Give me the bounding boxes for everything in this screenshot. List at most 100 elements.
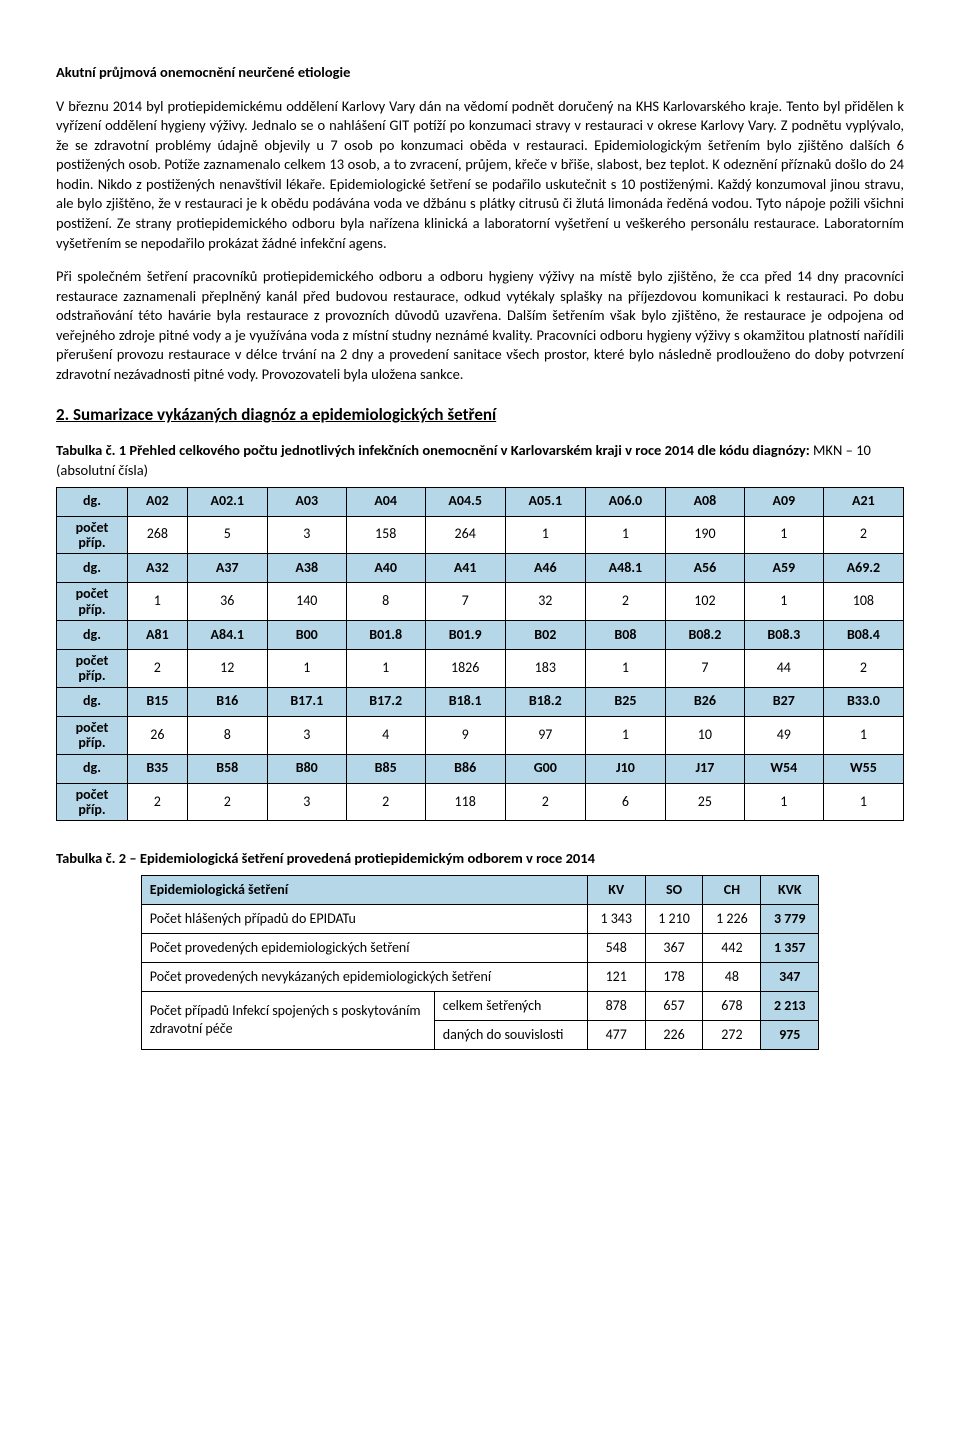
- t1-dg-code: B85: [346, 754, 425, 783]
- t1-count-value: 2: [823, 650, 903, 688]
- t1-count-value: 32: [505, 583, 585, 621]
- t2-cell: 226: [645, 1020, 703, 1049]
- t1-count-value: 1: [744, 516, 823, 554]
- t1-count-value: 3: [267, 716, 346, 754]
- t2-r3-label: Počet provedených nevykázaných epidemiol…: [141, 962, 587, 991]
- t1-dg-code: A48.1: [585, 554, 665, 583]
- t1-dg-code: A02: [128, 487, 188, 516]
- t1-dg-code: A21: [823, 487, 903, 516]
- t1-count-label: počet příp.: [57, 716, 128, 754]
- t1-dg-code: A04.5: [425, 487, 505, 516]
- t1-dg-code: A81: [128, 621, 188, 650]
- t1-count-value: 1: [585, 516, 665, 554]
- t1-count-value: 4: [346, 716, 425, 754]
- t1-dg-code: A69.2: [823, 554, 903, 583]
- t1-dg-code: B18.2: [505, 687, 585, 716]
- t1-dg-code: A32: [128, 554, 188, 583]
- t1-dg-code: B35: [128, 754, 188, 783]
- t1-dg-code: B01.8: [346, 621, 425, 650]
- t1-dg-label: dg.: [57, 754, 128, 783]
- t1-dg-code: B17.1: [267, 687, 346, 716]
- t1-count-label: počet příp.: [57, 650, 128, 688]
- t2-cell: 272: [703, 1020, 761, 1049]
- t1-dg-code: B08.4: [823, 621, 903, 650]
- t2-r2-label: Počet provedených epidemiologických šetř…: [141, 933, 587, 962]
- t1-count-value: 140: [267, 583, 346, 621]
- t1-dg-code: B33.0: [823, 687, 903, 716]
- t2-cell-kvk: 1 357: [761, 933, 819, 962]
- t1-count-value: 1: [823, 783, 903, 821]
- t1-count-value: 264: [425, 516, 505, 554]
- t1-dg-code: A84.1: [187, 621, 267, 650]
- t1-count-value: 1: [585, 716, 665, 754]
- section-2-heading: 2. Sumarizace vykázaných diagnóz a epide…: [56, 404, 904, 427]
- t1-dg-code: W55: [823, 754, 903, 783]
- t1-count-value: 1826: [425, 650, 505, 688]
- t1-dg-code: A40: [346, 554, 425, 583]
- t2-cell: 178: [645, 962, 703, 991]
- t1-count-value: 183: [505, 650, 585, 688]
- t1-count-value: 1: [267, 650, 346, 688]
- t1-count-value: 158: [346, 516, 425, 554]
- t1-count-value: 2: [346, 783, 425, 821]
- t1-dg-code: A03: [267, 487, 346, 516]
- t2-cell: 477: [587, 1020, 645, 1049]
- t1-dg-label: dg.: [57, 621, 128, 650]
- t1-count-value: 268: [128, 516, 188, 554]
- table-1-count-row: počet příp.136140873221021108: [57, 583, 904, 621]
- t1-count-value: 2: [187, 783, 267, 821]
- t1-dg-code: A41: [425, 554, 505, 583]
- t2-cell: 442: [703, 933, 761, 962]
- t1-count-value: 1: [505, 516, 585, 554]
- t1-dg-code: B08.2: [665, 621, 744, 650]
- t1-count-value: 2: [585, 583, 665, 621]
- t1-dg-code: B00: [267, 621, 346, 650]
- table-2-row: Počet hlášených případů do EPIDATu 1 343…: [141, 904, 818, 933]
- t1-count-value: 2: [128, 783, 188, 821]
- table-1-count-row: počet příp.268531582641119012: [57, 516, 904, 554]
- t1-dg-code: B08.3: [744, 621, 823, 650]
- table-1-count-row: počet příp.26834997110491: [57, 716, 904, 754]
- t1-dg-code: A46: [505, 554, 585, 583]
- t1-dg-code: A04: [346, 487, 425, 516]
- table-1-caption: Tabulka č. 1 Přehled celkového počtu jed…: [56, 441, 904, 480]
- t2-r1-label: Počet hlášených případů do EPIDATu: [141, 904, 587, 933]
- t1-dg-code: B08: [585, 621, 665, 650]
- t1-count-value: 6: [585, 783, 665, 821]
- t1-dg-code: B15: [128, 687, 188, 716]
- t2-h-label: Epidemiologická šetření: [141, 875, 587, 904]
- t2-cell-kvk: 347: [761, 962, 819, 991]
- t1-count-value: 3: [267, 783, 346, 821]
- table-1-dg-row: dg.A81A84.1B00B01.8B01.9B02B08B08.2B08.3…: [57, 621, 904, 650]
- t1-dg-code: A59: [744, 554, 823, 583]
- t2-cell-kvk: 2 213: [761, 991, 819, 1020]
- t2-cell: 367: [645, 933, 703, 962]
- t1-count-value: 5: [187, 516, 267, 554]
- t1-count-value: 36: [187, 583, 267, 621]
- t1-count-value: 8: [346, 583, 425, 621]
- t1-count-value: 1: [585, 650, 665, 688]
- t1-count-value: 102: [665, 583, 744, 621]
- t2-cell-kvk: 975: [761, 1020, 819, 1049]
- t1-count-value: 97: [505, 716, 585, 754]
- t2-cell: 548: [587, 933, 645, 962]
- t1-count-value: 8: [187, 716, 267, 754]
- t1-count-value: 7: [425, 583, 505, 621]
- t2-cell: 1 226: [703, 904, 761, 933]
- t1-dg-label: dg.: [57, 554, 128, 583]
- t2-cell: 878: [587, 991, 645, 1020]
- table-2: Epidemiologická šetření KV SO CH KVK Poč…: [141, 875, 819, 1050]
- t1-count-value: 44: [744, 650, 823, 688]
- t1-dg-code: J10: [585, 754, 665, 783]
- t1-dg-code: A38: [267, 554, 346, 583]
- t2-h-so: SO: [645, 875, 703, 904]
- t2-cell: 121: [587, 962, 645, 991]
- t1-count-value: 2: [823, 516, 903, 554]
- t1-dg-code: A06.0: [585, 487, 665, 516]
- t1-dg-code: B26: [665, 687, 744, 716]
- t2-cell: 48: [703, 962, 761, 991]
- t1-dg-code: A09: [744, 487, 823, 516]
- t1-count-value: 12: [187, 650, 267, 688]
- table-2-header-row: Epidemiologická šetření KV SO CH KVK: [141, 875, 818, 904]
- t1-count-label: počet příp.: [57, 583, 128, 621]
